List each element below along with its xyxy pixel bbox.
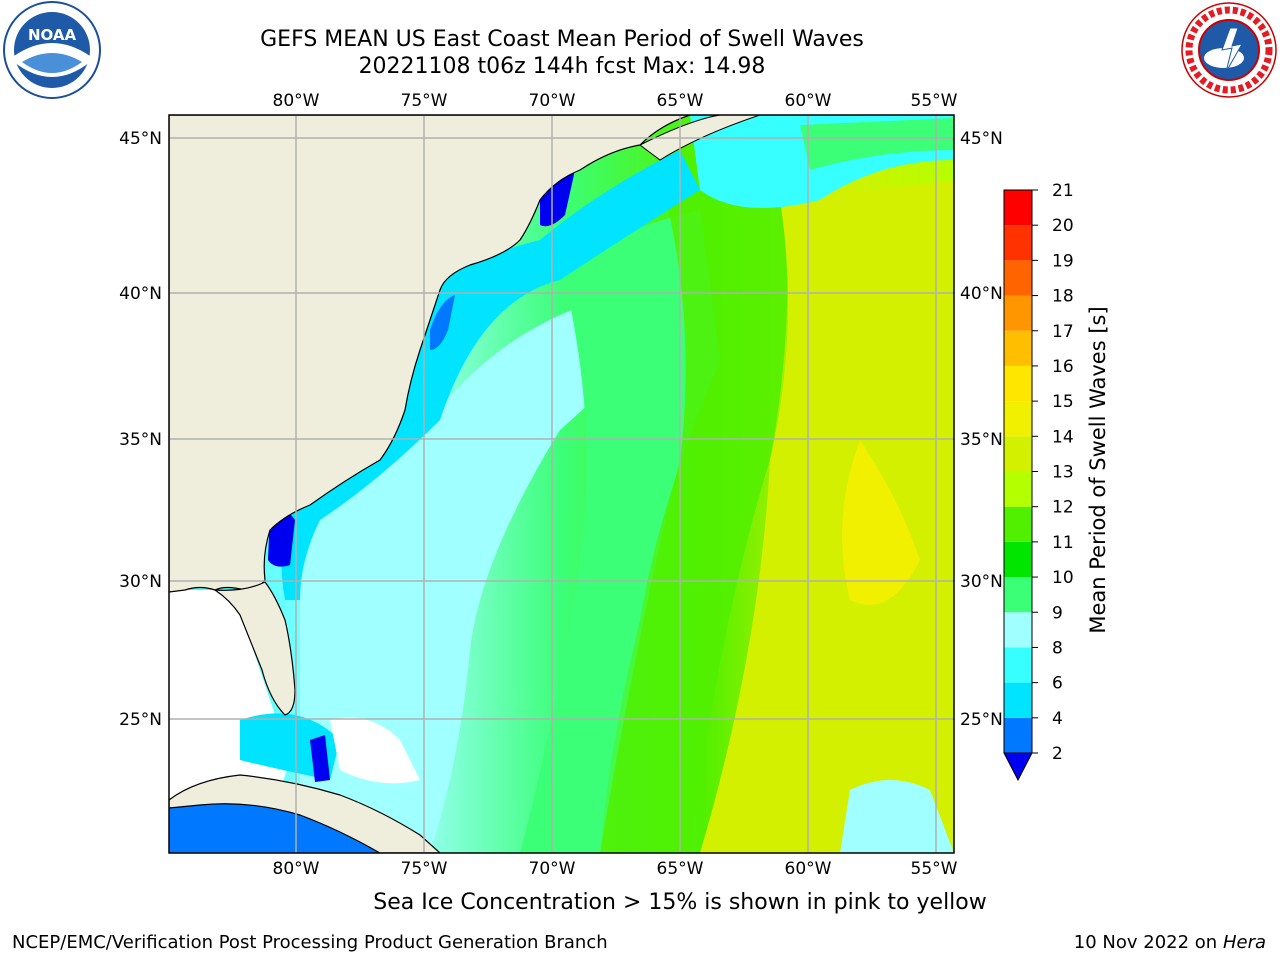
- lat-label: 45°N: [960, 129, 1003, 149]
- colorbar-tick-label: 12: [1052, 498, 1074, 518]
- swell-band-14s: [842, 440, 920, 605]
- coastal-band-4s: [430, 295, 455, 350]
- colorbar-swatch: [1004, 225, 1032, 261]
- colorbar-swatch: [1004, 436, 1032, 472]
- lon-label: 55°W: [911, 91, 958, 111]
- lon-label: 55°W: [911, 859, 958, 879]
- lon-label: 80°W: [273, 91, 320, 111]
- colorbar-swatch: [1004, 365, 1032, 402]
- colorbar-tick-label: 8: [1052, 638, 1063, 658]
- nws-logo: [1181, 2, 1277, 98]
- colorbar-swatch: [1004, 541, 1032, 578]
- map-title: GEFS MEAN US East Coast Mean Period of S…: [260, 27, 864, 52]
- lon-label: 65°W: [657, 859, 704, 879]
- colorbar-tick-label: 10: [1052, 568, 1074, 588]
- svg-text:NOAA: NOAA: [28, 26, 77, 44]
- lat-label: 40°N: [119, 284, 162, 304]
- colorbar-swatch: [1004, 717, 1032, 753]
- swell-band-13s: [700, 180, 954, 853]
- land-florida: [212, 581, 296, 716]
- sea-ice-caption: Sea Ice Concentration > 15% is shown in …: [373, 890, 987, 915]
- colorbar-tick-label: 19: [1052, 251, 1074, 271]
- colorbar-swatch: [1004, 506, 1032, 542]
- lat-label: 35°N: [960, 430, 1003, 450]
- map-field: [169, 115, 954, 853]
- colorbar-tick-label: 18: [1052, 287, 1074, 307]
- colorbar-label: Mean Period of Swell Waves [s]: [1086, 306, 1110, 633]
- colorbar-tick-label: 21: [1052, 181, 1074, 201]
- lon-label: 60°W: [785, 859, 832, 879]
- swell-band-cool-se: [840, 780, 954, 853]
- map-subtitle: 20221108 t06z 144h fcst Max: 14.98: [358, 54, 766, 79]
- colorbar-swatch: [1004, 401, 1032, 437]
- colorbar-tick-label: 9: [1052, 603, 1063, 623]
- noaa-logo: NOAA: [3, 1, 101, 99]
- lat-label: 35°N: [119, 430, 162, 450]
- colorbar-swatch: [1004, 577, 1032, 613]
- lat-label: 45°N: [119, 129, 162, 149]
- colorbar-swatch: [1004, 295, 1032, 331]
- lon-label: 75°W: [401, 859, 448, 879]
- swell-band-green-ne: [800, 118, 954, 170]
- map-frame: [168, 114, 955, 854]
- lon-label: 70°W: [529, 859, 576, 879]
- bahamas-band-2s: [310, 735, 330, 782]
- lat-label: 30°N: [960, 572, 1003, 592]
- colorbar-extension: [1003, 752, 1033, 782]
- lat-labels-left: 45°N 40°N 35°N 30°N 25°N: [119, 129, 162, 730]
- colorbar-tick-label: 6: [1052, 674, 1063, 694]
- colorbar-tick-label: 13: [1052, 463, 1074, 483]
- lon-labels-top: 80°W 75°W 70°W 65°W 60°W 55°W: [273, 91, 958, 111]
- colorbar-swatch: [1004, 647, 1032, 683]
- footer-date: 10 Nov 2022 on Hera: [1074, 932, 1266, 953]
- lat-label: 40°N: [960, 284, 1003, 304]
- swell-band-11s: [600, 130, 788, 853]
- bahamas-blocked: [330, 717, 420, 784]
- swell-band-8s: [300, 280, 700, 853]
- colorbar-tick-label: 2: [1052, 744, 1063, 764]
- colorbar-tick-label: 4: [1052, 709, 1063, 729]
- land-cuba: [169, 774, 441, 853]
- lon-labels-bottom: 80°W 75°W 70°W 65°W 60°W 55°W: [273, 859, 958, 879]
- colorbar-swatch: [1004, 190, 1032, 226]
- lat-label: 25°N: [960, 710, 1003, 730]
- lat-label: 30°N: [119, 572, 162, 592]
- colorbar-swatch: [1004, 330, 1032, 366]
- lon-label: 75°W: [401, 91, 448, 111]
- lon-label: 65°W: [657, 91, 704, 111]
- footer-date-text: 10 Nov 2022 on: [1073, 932, 1218, 953]
- coastal-band-6s: [281, 150, 700, 600]
- footer-credit: NCEP/EMC/Verification Post Processing Pr…: [12, 932, 608, 953]
- colorbar-swatch: [1004, 612, 1032, 648]
- colorbar-tick-label: 20: [1052, 216, 1074, 236]
- colorbar-tick-label: 15: [1052, 392, 1074, 412]
- colorbar-swatch: [1004, 471, 1032, 507]
- footer-host: Hera: [1222, 932, 1266, 953]
- graticule: [169, 115, 954, 853]
- swell-band-9s: [520, 210, 720, 853]
- colorbar-tick-label: 11: [1052, 533, 1074, 553]
- lon-label: 80°W: [273, 859, 320, 879]
- lon-label: 60°W: [785, 91, 832, 111]
- colorbar-tick-label: 14: [1052, 427, 1074, 447]
- lat-labels-right: 45°N 40°N 35°N 30°N 25°N: [960, 129, 1003, 730]
- colorbar-tick-label: 16: [1052, 357, 1074, 377]
- colorbar-tick-label: 17: [1052, 322, 1074, 342]
- colorbar-swatch: [1004, 682, 1032, 718]
- lat-label: 25°N: [119, 710, 162, 730]
- colorbar: 2 4 6 8 9 10 11 12 13 14 15 16 17 18 19 20 21: [1003, 181, 1074, 782]
- colorbar-swatch: [1004, 260, 1032, 296]
- lon-label: 70°W: [529, 91, 576, 111]
